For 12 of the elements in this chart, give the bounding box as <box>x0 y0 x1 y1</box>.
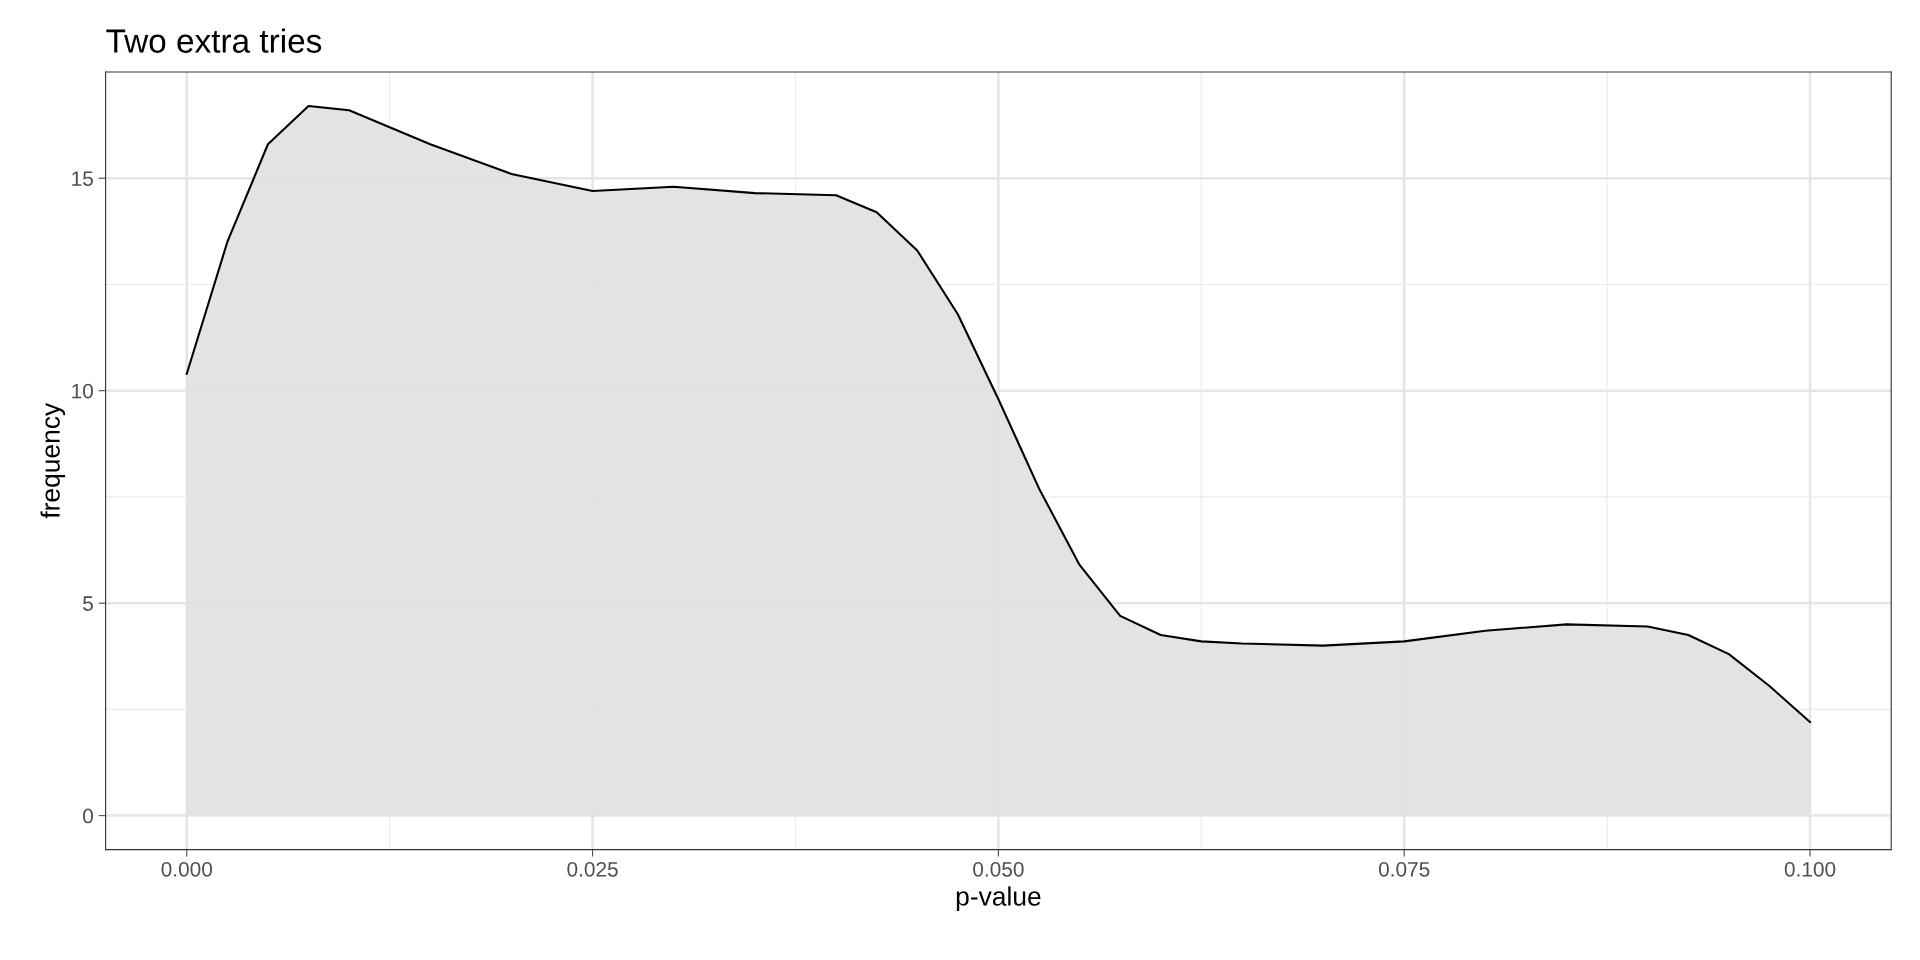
x-tick-label: 0.075 <box>1378 861 1430 877</box>
y-tick-label: 5 <box>83 596 93 611</box>
x-tick-label: 0.000 <box>161 861 213 877</box>
y-tick-label: 10 <box>72 383 93 399</box>
x-tick-label: 0.050 <box>973 861 1024 877</box>
chart-title: Two extra tries <box>106 28 322 53</box>
x-tick-label: 0.025 <box>567 861 618 877</box>
x-axis-title: p-value <box>956 886 1041 911</box>
x-tick-label: 0.100 <box>1784 861 1836 877</box>
y-axis-title: frequency <box>40 402 66 519</box>
y-tick-label: 15 <box>72 171 93 186</box>
y-tick-label: 0 <box>83 808 93 824</box>
